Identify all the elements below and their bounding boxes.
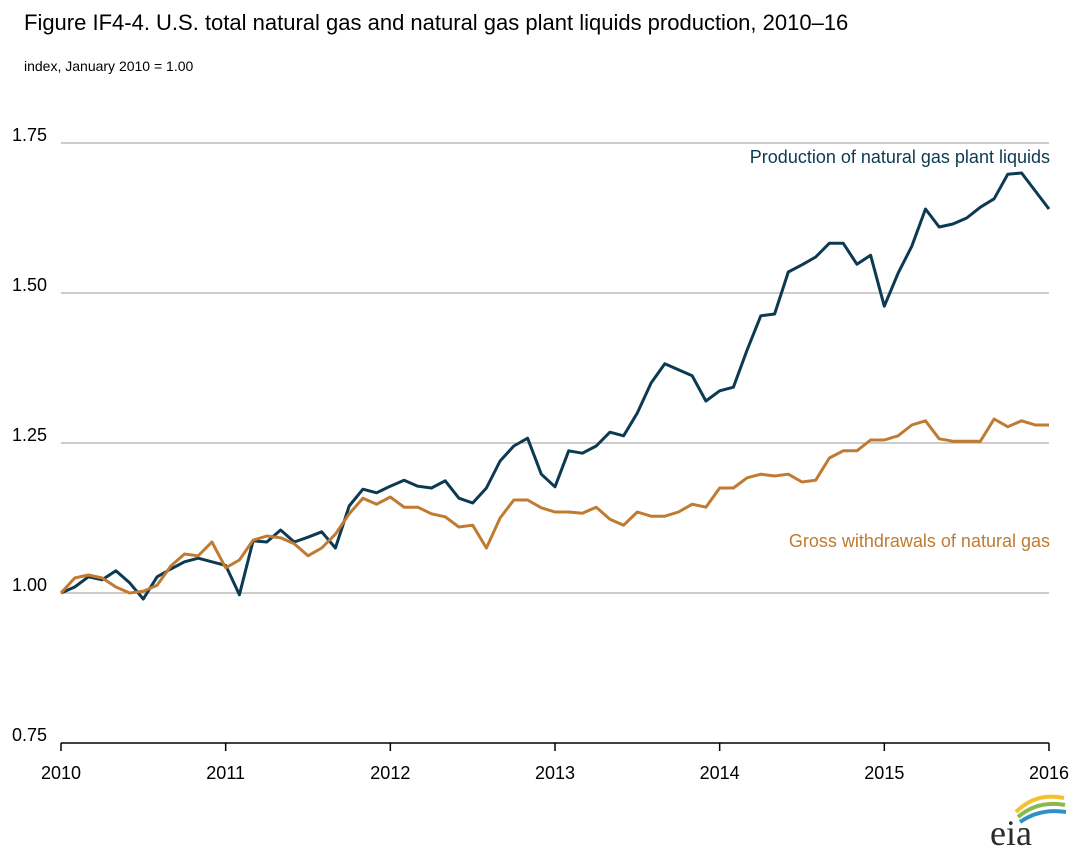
y-tick-label: 1.50 [12, 275, 47, 295]
x-tick-label: 2015 [864, 763, 904, 783]
logo-text: eia [990, 813, 1032, 848]
x-tick-label: 2013 [535, 763, 575, 783]
x-tick-label: 2016 [1029, 763, 1069, 783]
y-tick-label: 1.75 [12, 125, 47, 145]
y-tick-labels: 0.75 1.00 1.25 1.50 1.75 [12, 125, 47, 745]
chart-subtitle: index, January 2010 = 1.00 [24, 58, 194, 74]
x-tick-label: 2011 [206, 763, 245, 783]
logo-swoosh-blue [1018, 809, 1067, 824]
series-lines [59, 171, 1051, 601]
series-label-ngpl: Production of natural gas plant liquids [750, 147, 1050, 167]
x-axis: 2010 2011 2012 2013 2014 2015 2016 [41, 743, 1069, 783]
chart-title: Figure IF4-4. U.S. total natural gas and… [24, 10, 849, 35]
series-line-gas [59, 417, 1049, 595]
logo-swoosh-yellow [1014, 794, 1065, 814]
x-tick-label: 2014 [700, 763, 740, 783]
eia-logo: eia [990, 794, 1067, 848]
gridlines [61, 142, 1049, 744]
y-tick-label: 0.75 [12, 725, 47, 745]
series-label-gas: Gross withdrawals of natural gas [789, 531, 1050, 551]
y-tick-label: 1.25 [12, 425, 47, 445]
x-tick-label: 2010 [41, 763, 81, 783]
logo-swoosh-green [1016, 801, 1066, 819]
x-tick-label: 2012 [370, 763, 410, 783]
y-tick-label: 1.00 [12, 575, 47, 595]
